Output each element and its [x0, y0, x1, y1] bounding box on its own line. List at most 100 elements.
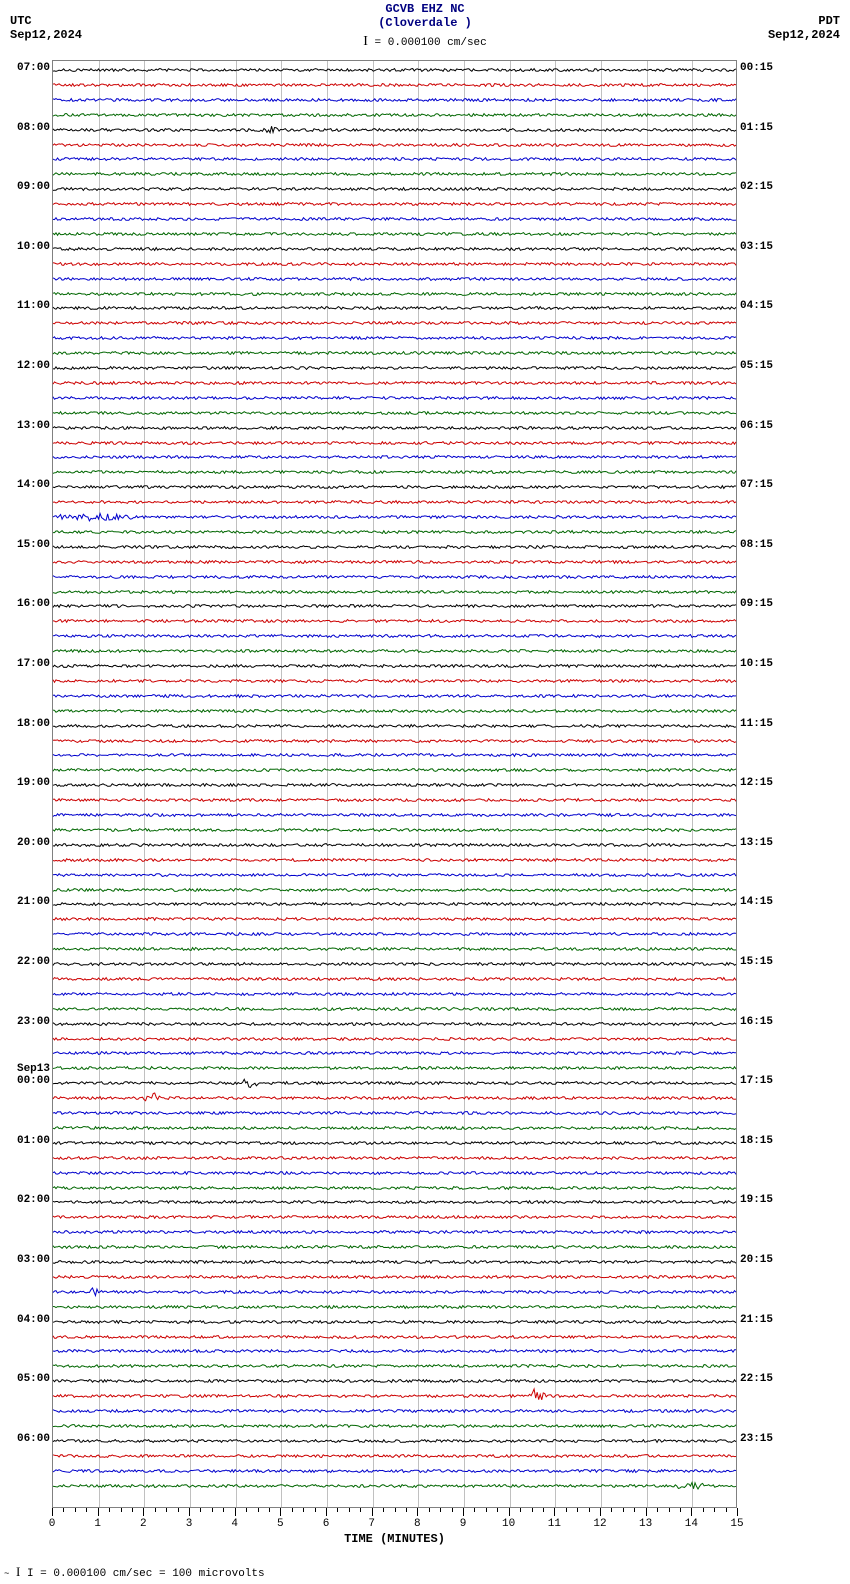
right-time-label: 08:15: [740, 539, 790, 551]
trace-row: [53, 1336, 736, 1342]
left-time-label: 03:00: [6, 1254, 50, 1266]
trace-row: [53, 829, 736, 835]
right-time-label: 10:15: [740, 658, 790, 670]
trace-row: [53, 769, 736, 775]
footer-text: I = 0.000100 cm/sec = 100 microvolts: [27, 1568, 265, 1580]
trace-row: [53, 263, 736, 269]
trace-row: [53, 963, 736, 969]
trace-row: [53, 561, 736, 567]
header-right: PDT Sep12,2024: [768, 14, 840, 42]
x-tick-label: 12: [593, 1518, 606, 1530]
x-tick-label: 9: [460, 1518, 467, 1530]
left-time-label: 22:00: [6, 956, 50, 968]
right-time-label: 13:15: [740, 837, 790, 849]
trace-row: [53, 1157, 736, 1163]
trace-row: [53, 695, 736, 701]
trace-row: [53, 501, 736, 507]
trace-row: [53, 889, 736, 895]
trace-row: [53, 248, 736, 254]
header: GCVB EHZ NC (Cloverdale ) I = 0.000100 c…: [0, 0, 850, 48]
trace-row: [53, 427, 736, 433]
trace-row: [53, 933, 736, 939]
left-time-label: 19:00: [6, 777, 50, 789]
trace-row: [53, 725, 736, 731]
x-tick-label: 0: [49, 1518, 56, 1530]
seismogram-plot: [52, 60, 737, 1508]
trace-row: [53, 784, 736, 790]
left-time-label: 18:00: [6, 718, 50, 730]
right-time-label: 06:15: [740, 420, 790, 432]
trace-row: [53, 456, 736, 462]
trace-row: [53, 591, 736, 597]
left-time-label: 15:00: [6, 539, 50, 551]
right-time-label: 16:15: [740, 1016, 790, 1028]
seismogram-page: GCVB EHZ NC (Cloverdale ) I = 0.000100 c…: [0, 0, 850, 1584]
trace-row: [53, 218, 736, 224]
right-date: Sep12,2024: [768, 28, 840, 42]
trace-row: [53, 1187, 736, 1193]
left-time-label: 16:00: [6, 598, 50, 610]
x-tick-label: 13: [639, 1518, 652, 1530]
trace-row: [53, 1395, 736, 1401]
trace-row: [53, 859, 736, 865]
left-time-label: 06:00: [6, 1433, 50, 1445]
right-time-label: 20:15: [740, 1254, 790, 1266]
x-tick-label: 5: [277, 1518, 284, 1530]
scale-line: I = 0.000100 cm/sec: [0, 34, 850, 50]
trace-row: [53, 471, 736, 477]
right-time-label: 07:15: [740, 479, 790, 491]
x-axis-title: TIME (MINUTES): [52, 1532, 737, 1546]
trace-row: [53, 1455, 736, 1461]
trace-row: [53, 337, 736, 343]
x-tick-label: 6: [323, 1518, 330, 1530]
left-time-label: 17:00: [6, 658, 50, 670]
trace-row: [53, 233, 736, 239]
left-date: Sep12,2024: [10, 28, 82, 42]
x-tick-label: 14: [685, 1518, 698, 1530]
trace-row: [53, 814, 736, 820]
trace-row: [53, 442, 736, 448]
trace-row: [53, 203, 736, 209]
trace-row: [53, 1231, 736, 1237]
trace-row: [53, 903, 736, 909]
right-time-label: 14:15: [740, 896, 790, 908]
left-time-label: 10:00: [6, 241, 50, 253]
trace-row: [53, 1097, 736, 1103]
x-tick-label: 7: [368, 1518, 375, 1530]
trace-row: [53, 1142, 736, 1148]
x-tick-label: 15: [730, 1518, 743, 1530]
left-time-label: 00:00: [6, 1075, 50, 1087]
trace-row: [53, 1201, 736, 1207]
left-tz: UTC: [10, 14, 82, 28]
trace-row: [53, 874, 736, 880]
right-time-label: 18:15: [740, 1135, 790, 1147]
trace-row: [53, 546, 736, 552]
trace-row: [53, 69, 736, 75]
left-time-label: 01:00: [6, 1135, 50, 1147]
right-time-label: 02:15: [740, 181, 790, 193]
trace-row: [53, 1321, 736, 1327]
right-time-label: 00:15: [740, 62, 790, 74]
left-time-label: 08:00: [6, 122, 50, 134]
trace-row: [53, 1410, 736, 1416]
trace-row: [53, 99, 736, 105]
x-tick-label: 1: [94, 1518, 101, 1530]
trace-row: [53, 993, 736, 999]
trace-row: [53, 1172, 736, 1178]
footer-scale: ~ I I = 0.000100 cm/sec = 100 microvolts: [4, 1564, 265, 1580]
scale-text: = 0.000100 cm/sec: [375, 37, 487, 49]
trace-row: [53, 531, 736, 537]
left-time-label: 13:00: [6, 420, 50, 432]
right-time-label: 09:15: [740, 598, 790, 610]
trace-row: [53, 754, 736, 760]
trace-row: [53, 948, 736, 954]
x-tick-label: 8: [414, 1518, 421, 1530]
right-time-label: 01:15: [740, 122, 790, 134]
trace-row: [53, 1052, 736, 1058]
trace-row: [53, 710, 736, 716]
trace-row: [53, 1038, 736, 1044]
trace-row: [53, 680, 736, 686]
trace-row: [53, 1440, 736, 1446]
x-tick-label: 2: [140, 1518, 147, 1530]
trace-row: [53, 1350, 736, 1356]
